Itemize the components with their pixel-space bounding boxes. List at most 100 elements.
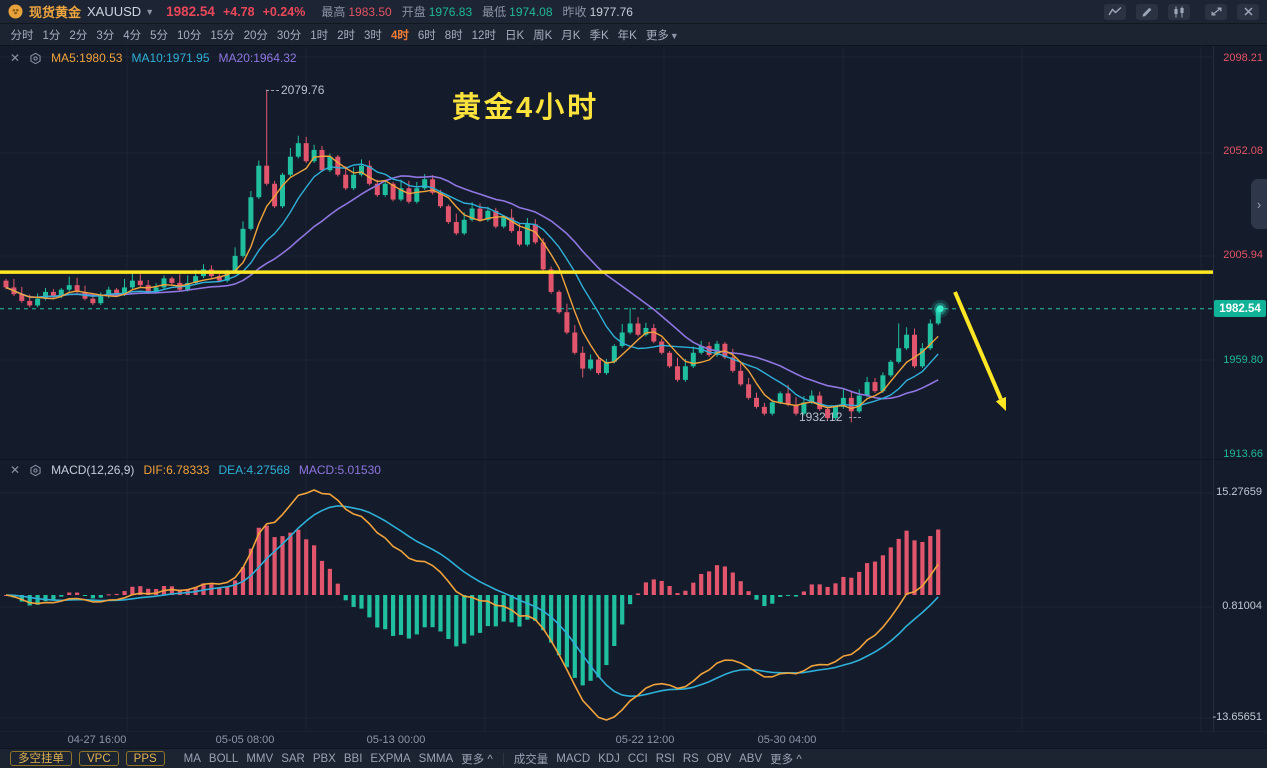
- timeframe-tab-季K[interactable]: 季K: [589, 29, 609, 42]
- chart-title-annotation: 黄金4小时: [452, 92, 600, 124]
- main-indicator-tabs: MA BOLL MMV SAR PBX BBI EXPMA SMMA 更多 ^: [184, 751, 493, 767]
- timeframe-tab-20分[interactable]: 20分: [243, 29, 268, 42]
- timeframe-tab-2时[interactable]: 2时: [337, 29, 356, 42]
- timeframe-tab-4时[interactable]: 4时: [390, 29, 409, 42]
- stat-label: 最低: [482, 5, 507, 19]
- price-change-percent: +0.24%: [262, 4, 306, 19]
- stat-label: 开盘: [401, 5, 426, 19]
- timeframe-tab-12时[interactable]: 12时: [471, 29, 496, 42]
- order-buttons-group: 多空挂单 VPC PPS: [10, 751, 172, 766]
- close-window-button[interactable]: [1237, 3, 1259, 20]
- time-axis-label: 05-13 00:00: [366, 734, 426, 746]
- time-axis: 04-27 16:00 05-05 08:00 05-13 00:00 05-22 1…: [0, 731, 1267, 748]
- timeframe-tab-1时[interactable]: 1时: [310, 29, 329, 42]
- ma-lines-layer: [5, 155, 939, 410]
- timeframe-tab-年K[interactable]: 年K: [617, 29, 637, 42]
- timeframe-tab-1分[interactable]: 1分: [42, 29, 61, 42]
- timeframe-tab-5分[interactable]: 5分: [150, 29, 169, 42]
- indicator-tab-BOLL[interactable]: BOLL: [208, 752, 239, 765]
- price-axis-label: 2052.08: [1223, 145, 1263, 157]
- sub-indicator-tab-RS[interactable]: RS: [682, 752, 699, 765]
- price-change: +4.78: [222, 4, 255, 19]
- timeframe-tab-10分[interactable]: 10分: [177, 29, 202, 42]
- order-button-PPS[interactable]: PPS: [125, 751, 165, 766]
- sub-indicator-tab-RSI[interactable]: RSI: [655, 752, 675, 765]
- timeframe-tab-分时[interactable]: 分时: [10, 29, 34, 42]
- time-axis-label: 05-30 04:00: [757, 734, 817, 746]
- timeframe-tab-15分[interactable]: 15分: [210, 29, 235, 42]
- macd-histogram: [3, 525, 941, 686]
- price-axis-label: 2098.21: [1223, 52, 1263, 64]
- price-axis-label: 2005.94: [1223, 249, 1263, 261]
- sub-indicator-tab-成交量[interactable]: 成交量: [513, 753, 549, 766]
- line-chart-style-button[interactable]: [1104, 3, 1126, 20]
- time-axis-label: 05-22 12:00: [615, 734, 675, 746]
- sub-indicator-tabs: 成交量 MACD KDJ CCI RSI RS OBV ABV 更多 ^: [514, 751, 802, 767]
- timeframe-tab-30分[interactable]: 30分: [276, 29, 302, 42]
- ma20-value: MA20:1964.32: [218, 51, 297, 65]
- macd-chart-canvas[interactable]: [0, 460, 1213, 731]
- symbol-name: 现货黄金: [29, 5, 82, 20]
- indicator-tab-SMMA[interactable]: SMMA: [418, 752, 454, 765]
- pane-separator[interactable]: [0, 459, 1267, 460]
- timeframe-tab-2分[interactable]: 2分: [69, 29, 88, 42]
- indicator-tab-BBI[interactable]: BBI: [343, 752, 363, 765]
- quote-header: 现货黄金 XAUUSD ▼ 1982.54 +4.78 +0.24% 最高 198…: [0, 0, 1267, 24]
- indicator-tab-EXPMA[interactable]: EXPMA: [370, 752, 411, 765]
- sub-indicator-tab-OBV[interactable]: OBV: [706, 752, 732, 765]
- sub-indicator-tab-MACD[interactable]: MACD: [556, 752, 591, 765]
- chevron-down-icon: ▼: [669, 30, 679, 41]
- period-low-label: 1932.12: [799, 410, 843, 424]
- down-trend-arrow[interactable]: [953, 291, 1006, 411]
- macd-value: MACD:5.01530: [298, 463, 381, 477]
- stat-value: 1983.50: [348, 5, 392, 19]
- order-button-多空挂单[interactable]: 多空挂单: [10, 751, 72, 766]
- stat-0: 最高 1983.50: [321, 3, 391, 20]
- dif-line: [5, 489, 939, 721]
- ma-settings-gear-icon[interactable]: [29, 52, 42, 65]
- side-panel-expand-tab[interactable]: ›: [1251, 179, 1267, 229]
- timeframe-tab-6时[interactable]: 6时: [417, 29, 436, 42]
- sub-indicator-tab-ABV[interactable]: ABV: [739, 752, 763, 765]
- timeframe-tab-4分[interactable]: 4分: [123, 29, 142, 42]
- indicator-tab-PBX[interactable]: PBX: [312, 752, 336, 765]
- bottom-toolbar: 多空挂单 VPC PPS MA BOLL MMV SAR PBX BBI EXPMA SMMA 更多…: [0, 748, 1267, 768]
- price-axis-label: 1913.66: [1223, 448, 1263, 460]
- last-price: 1982.54: [166, 4, 215, 19]
- draw-pencil-button[interactable]: [1136, 3, 1158, 20]
- timeframe-tab-周K[interactable]: 周K: [533, 29, 553, 42]
- ma5-value: MA5:1980.53: [51, 51, 123, 65]
- indicator-tab-更多 ^[interactable]: 更多 ^: [461, 753, 493, 766]
- macd-gridlines: [0, 460, 1213, 731]
- symbol-dropdown-caret[interactable]: ▼: [145, 6, 155, 17]
- ma-indicator-legend: ✕ MA5:1980.53 MA10:1971.95 MA20:1964.32: [10, 51, 297, 65]
- sub-indicator-tab-更多 ^[interactable]: 更多 ^: [770, 753, 802, 766]
- timeframe-tab-3时[interactable]: 3时: [364, 29, 382, 42]
- time-axis-label: 05-05 08:00: [215, 734, 275, 746]
- close-ma-indicator-icon[interactable]: ✕: [10, 51, 21, 65]
- candle-style-button[interactable]: [1168, 3, 1190, 20]
- sub-indicator-tab-KDJ[interactable]: KDJ: [598, 752, 620, 765]
- timeframe-tab-月K[interactable]: 月K: [561, 29, 581, 42]
- timeframe-tab-日K[interactable]: 日K: [504, 29, 525, 42]
- timeframe-tab-8时[interactable]: 8时: [444, 29, 463, 42]
- macd-settings-gear-icon[interactable]: [29, 464, 42, 477]
- indicator-tab-SAR[interactable]: SAR: [281, 752, 305, 765]
- low-label-leader: [849, 417, 861, 418]
- symbol-code[interactable]: XAUUSD: [87, 4, 142, 19]
- sub-indicator-tab-CCI[interactable]: CCI: [627, 752, 648, 765]
- stat-value: 1976.83: [428, 5, 473, 19]
- close-macd-indicator-icon[interactable]: ✕: [10, 463, 21, 477]
- stat-label: 最高: [321, 5, 346, 19]
- fullscreen-button[interactable]: [1205, 3, 1227, 20]
- main-chart-canvas[interactable]: [0, 46, 1213, 460]
- stat-2: 最低 1974.08: [482, 3, 552, 20]
- indicator-tab-MMV[interactable]: MMV: [246, 752, 274, 765]
- stat-1: 开盘 1976.83: [402, 3, 472, 20]
- timeframe-more-menu[interactable]: 更多▼: [645, 29, 679, 42]
- indicator-tab-MA[interactable]: MA: [183, 752, 201, 765]
- toolbar-divider: [502, 752, 504, 765]
- order-button-VPC[interactable]: VPC: [79, 751, 119, 766]
- price-axis-border: [1213, 46, 1214, 731]
- timeframe-tab-3分[interactable]: 3分: [96, 29, 115, 42]
